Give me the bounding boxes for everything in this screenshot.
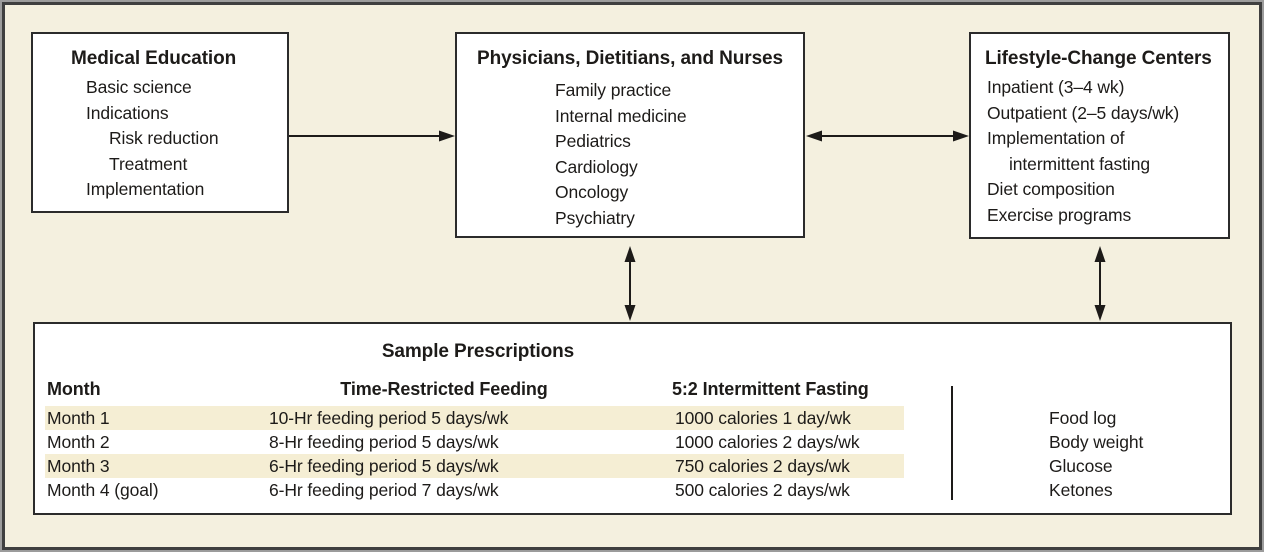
- cell-month: Month 3: [47, 455, 110, 476]
- list-item: Diet composition: [987, 179, 1115, 199]
- cell-time-restricted-feeding: 8-Hr feeding period 5 days/wk: [269, 431, 499, 452]
- list-item: Family practice: [555, 80, 672, 100]
- list-item: Internal medicine: [555, 105, 687, 126]
- double-arrow-clinicians-prescriptions: [624, 246, 636, 321]
- table-row: Month 2 8-Hr feeding period 5 days/wk 10…: [45, 430, 904, 454]
- list-item: Risk reduction: [109, 128, 219, 148]
- table-row: Month 1 10-Hr feeding period 5 days/wk 1…: [45, 406, 904, 430]
- monitoring-item: Food log: [1049, 407, 1117, 428]
- column-header-52-intermittent-fasting: 5:2 Intermittent Fasting: [672, 379, 869, 399]
- monitoring-item: Ketones: [1049, 479, 1113, 500]
- cell-month: Month 2: [47, 431, 110, 452]
- column-header-month: Month: [47, 379, 101, 399]
- cell-intermittent-fasting: 1000 calories 2 days/wk: [675, 431, 860, 452]
- list-item: Cardiology: [555, 156, 638, 177]
- cell-intermittent-fasting: 750 calories 2 days/wk: [675, 455, 850, 476]
- list-item: Outpatient (2–5 days/wk): [987, 102, 1180, 123]
- cell-month: Month 1: [47, 407, 110, 428]
- box-lifestyle-change-centers: Lifestyle-Change Centers Inpatient (3–4 …: [969, 32, 1230, 239]
- double-arrow-clinicians-lifestyle: [806, 130, 969, 142]
- list-item: Basic science: [86, 77, 192, 97]
- panel-sample-prescriptions: Sample Prescriptions Month Time-Restrict…: [33, 322, 1232, 515]
- vertical-divider: [951, 386, 953, 500]
- list-item: Inpatient (3–4 wk): [987, 77, 1125, 97]
- column-header-time-restricted-feeding: Time-Restricted Feeding: [340, 379, 548, 399]
- cell-time-restricted-feeding: 6-Hr feeding period 7 days/wk: [269, 479, 499, 500]
- box-title-medical-education: Medical Education: [71, 48, 237, 69]
- list-item: Psychiatry: [555, 207, 635, 228]
- list-item: Exercise programs: [987, 204, 1132, 225]
- cell-intermittent-fasting: 500 calories 2 days/wk: [675, 479, 850, 500]
- table-row: Month 4 (goal) 6-Hr feeding period 7 day…: [45, 478, 904, 502]
- box-clinicians: Physicians, Dietitians, and Nurses Famil…: [455, 32, 805, 238]
- list-item: intermittent fasting: [1009, 153, 1150, 174]
- box-title-clinicians: Physicians, Dietitians, and Nurses: [477, 48, 783, 69]
- double-arrow-lifestyle-prescriptions: [1094, 246, 1106, 321]
- list-item: Implementation: [86, 179, 205, 199]
- monitoring-item: Body weight: [1049, 431, 1144, 452]
- list-item: Implementation of: [987, 128, 1125, 148]
- list-item: Treatment: [109, 153, 188, 174]
- box-title-lifestyle-change-centers: Lifestyle-Change Centers: [985, 48, 1212, 69]
- monitoring-item: Glucose: [1049, 455, 1113, 476]
- box-medical-education: Medical Education Basic science Indicati…: [31, 32, 289, 213]
- list-item: Oncology: [555, 182, 629, 202]
- arrow-education-to-clinicians: [289, 130, 455, 142]
- list-item: Indications: [86, 102, 169, 123]
- cell-time-restricted-feeding: 6-Hr feeding period 5 days/wk: [269, 455, 499, 476]
- cell-time-restricted-feeding: 10-Hr feeding period 5 days/wk: [269, 407, 509, 428]
- cell-month: Month 4 (goal): [47, 479, 159, 500]
- cell-intermittent-fasting: 1000 calories 1 day/wk: [675, 407, 851, 428]
- panel-title: Sample Prescriptions: [381, 341, 575, 362]
- table-row: Month 3 6-Hr feeding period 5 days/wk 75…: [45, 454, 904, 478]
- list-item: Pediatrics: [555, 131, 631, 151]
